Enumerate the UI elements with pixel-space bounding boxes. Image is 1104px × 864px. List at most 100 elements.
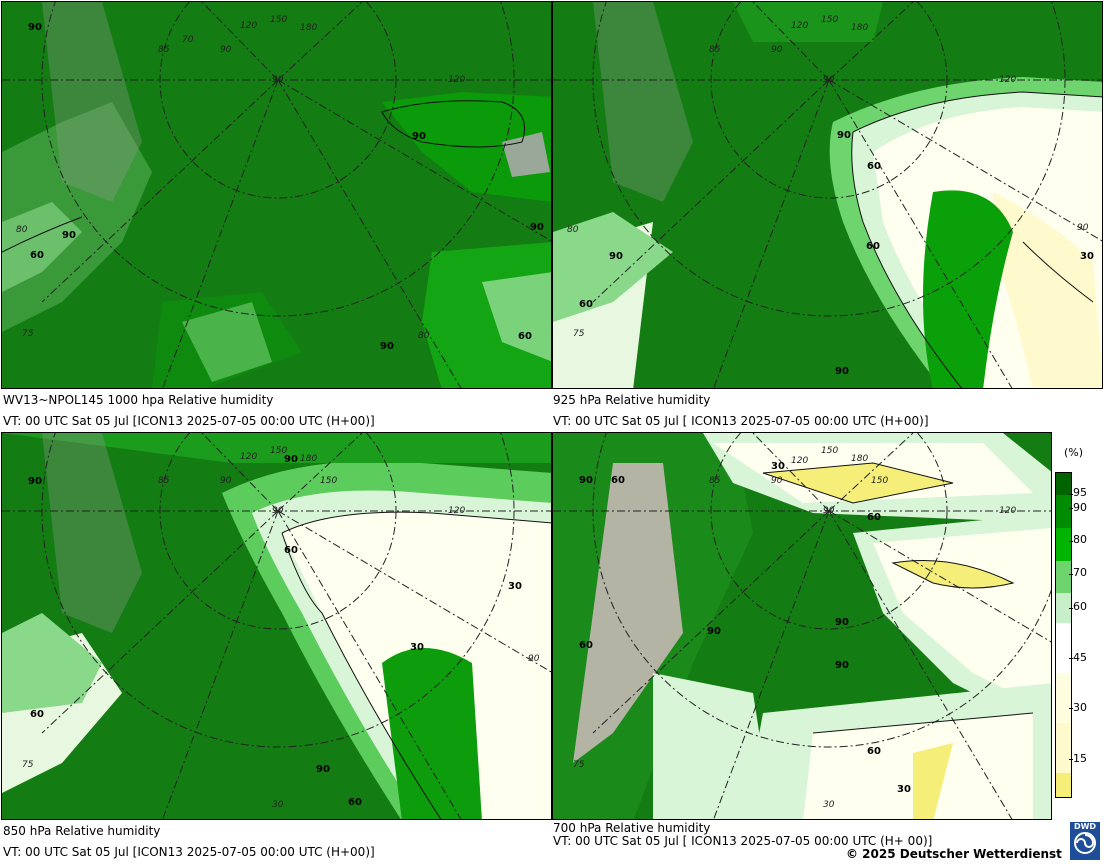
grid-label: 75 xyxy=(573,760,585,770)
contour-label: 90 xyxy=(62,230,76,241)
contour-label: 60 xyxy=(284,545,298,556)
legend-tick: 70 xyxy=(1073,566,1087,579)
contour-label: 90 xyxy=(707,626,721,637)
contour-label: 90 xyxy=(28,476,42,487)
grid-label: 150 xyxy=(320,476,337,486)
contour-label: 30 xyxy=(410,642,424,653)
grid-label: 90 xyxy=(220,45,232,55)
contour-label: 90 xyxy=(316,764,330,775)
grid-label: 30 xyxy=(823,800,835,810)
grid-label: 90 xyxy=(771,476,783,486)
contour-label: 90 xyxy=(835,660,849,671)
humidity-map-700hpa: 30 90 60 60 90 90 90 60 60 30 120 150 18… xyxy=(553,433,1051,819)
grid-label: 120 xyxy=(448,75,465,85)
contour-label: 90 xyxy=(530,222,544,233)
grid-label: 90 xyxy=(823,75,835,85)
grid-label: 75 xyxy=(22,760,34,770)
grid-label: 90 xyxy=(771,45,783,55)
grid-label: 150 xyxy=(871,476,888,486)
grid-label: 180 xyxy=(300,454,317,464)
grid-label: 150 xyxy=(821,15,838,25)
contour-label: 60 xyxy=(867,161,881,172)
humidity-map-850hpa: 90 90 60 30 30 90 60 60 120 150 180 85 9… xyxy=(2,433,551,819)
legend-tick: 90 xyxy=(1073,501,1087,514)
legend-swatch xyxy=(1056,773,1071,797)
grid-label: 85 xyxy=(158,45,170,55)
panel-valid-time: VT: 00 UTC Sat 05 Jul [ICON13 2025-07-05… xyxy=(3,845,375,859)
grid-label: 30 xyxy=(272,800,284,810)
contour-label: 30 xyxy=(897,784,911,795)
legend-swatch xyxy=(1056,528,1071,561)
grid-label: 180 xyxy=(300,23,317,33)
grid-label: 70 xyxy=(182,35,194,45)
contour-label: 90 xyxy=(412,131,426,142)
humidity-map-1000hpa: 90 90 60 90 90 60 90 120 150 180 85 90 9… xyxy=(2,2,551,388)
contour-label: 30 xyxy=(508,581,522,592)
panel-title: 925 hPa Relative humidity xyxy=(553,393,711,407)
contour-label: 60 xyxy=(30,709,44,720)
grid-label: 120 xyxy=(448,506,465,516)
grid-label: 85 xyxy=(158,476,170,486)
contour-label: 90 xyxy=(835,366,849,377)
grid-label: 120 xyxy=(240,452,257,462)
copyright-notice: © 2025 Deutscher Wetterdienst xyxy=(846,847,1062,861)
grid-label: 90 xyxy=(823,506,835,516)
grid-label: 75 xyxy=(573,329,585,339)
legend-tick: 60 xyxy=(1073,600,1087,613)
contour-label: 30 xyxy=(1080,251,1094,262)
grid-label: 90 xyxy=(272,75,284,85)
legend-swatch xyxy=(1056,473,1071,495)
legend-swatch xyxy=(1056,673,1071,723)
panel-valid-time: VT: 00 UTC Sat 05 Jul [ ICON13 2025-07-0… xyxy=(553,834,933,848)
grid-label: 90 xyxy=(1077,223,1089,233)
legend-colorbar xyxy=(1055,472,1072,798)
panel-valid-time: VT: 00 UTC Sat 05 Jul [ICON13 2025-07-05… xyxy=(3,414,375,428)
grid-label: 80 xyxy=(567,225,579,235)
contour-label: 90 xyxy=(28,22,42,33)
contour-label: 90 xyxy=(837,130,851,141)
dwd-logo: DWD xyxy=(1070,822,1100,860)
grid-label: 85 xyxy=(709,476,721,486)
panel-title: 850 hPa Relative humidity xyxy=(3,824,161,838)
grid-label: 180 xyxy=(851,23,868,33)
grid-label: 120 xyxy=(791,456,808,466)
grid-label: 80 xyxy=(418,331,430,341)
panel-title: WV13~NPOL145 1000 hpa Relative humidity xyxy=(3,393,274,407)
contour-label: 60 xyxy=(579,299,593,310)
grid-label: 180 xyxy=(851,454,868,464)
contour-label: 90 xyxy=(609,251,623,262)
grid-label: 150 xyxy=(821,446,838,456)
contour-label: 60 xyxy=(866,241,880,252)
panel-850hpa: 90 90 60 30 30 90 60 60 120 150 180 85 9… xyxy=(1,432,552,820)
panel-700hpa: 30 90 60 60 90 90 90 60 60 30 120 150 18… xyxy=(552,432,1052,820)
grid-label: 75 xyxy=(22,329,34,339)
grid-label: 120 xyxy=(999,75,1016,85)
grid-label: 90 xyxy=(272,506,284,516)
legend-swatch xyxy=(1056,723,1071,773)
contour-label: 90 xyxy=(579,475,593,486)
panel-925hpa: 90 60 60 90 30 90 60 120 150 180 85 90 9… xyxy=(552,1,1103,389)
grid-label: 150 xyxy=(270,446,287,456)
contour-label: 60 xyxy=(348,797,362,808)
grid-label: 150 xyxy=(270,15,287,25)
legend-swatch xyxy=(1056,593,1071,623)
panel-1000hpa: 90 90 60 90 90 60 90 120 150 180 85 90 9… xyxy=(1,1,552,389)
legend-swatch xyxy=(1056,561,1071,593)
contour-label: 60 xyxy=(867,512,881,523)
contour-label: 90 xyxy=(835,617,849,628)
contour-label: 60 xyxy=(30,250,44,261)
color-legend: (%) 95 90 80 70 60 45 30 15 xyxy=(1052,436,1102,800)
panel-valid-time: VT: 00 UTC Sat 05 Jul [ ICON13 2025-07-0… xyxy=(553,414,929,428)
grid-label: 120 xyxy=(240,21,257,31)
humidity-map-925hpa: 90 60 60 90 30 90 60 120 150 180 85 90 9… xyxy=(553,2,1102,388)
contour-label: 60 xyxy=(579,640,593,651)
grid-label: 120 xyxy=(791,21,808,31)
grid-label: 80 xyxy=(16,225,28,235)
contour-label: 90 xyxy=(380,341,394,352)
contour-label: 60 xyxy=(611,475,625,486)
grid-label: 90 xyxy=(220,476,232,486)
grid-label: 85 xyxy=(709,45,721,55)
dwd-swirl-icon xyxy=(1074,832,1096,854)
contour-label: 90 xyxy=(284,454,298,465)
contour-label: 60 xyxy=(867,746,881,757)
